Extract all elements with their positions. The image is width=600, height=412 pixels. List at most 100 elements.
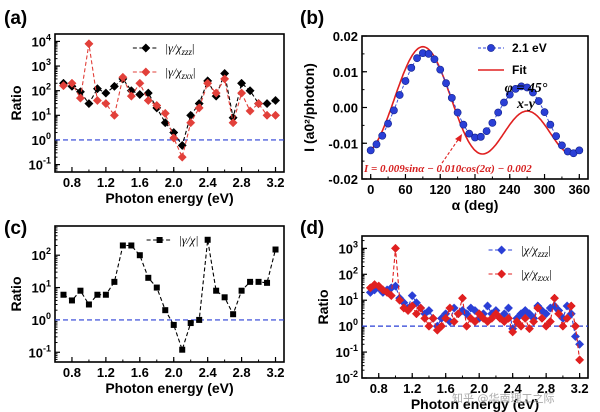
data-point (160, 108, 170, 118)
x-tick-label: 1.6 (131, 365, 149, 380)
data-point (389, 106, 398, 115)
fit-equation: I = 0.009sinα − 0.010cos(2α) − 0.002 (363, 163, 532, 175)
data-point (187, 320, 194, 327)
data-point (533, 303, 543, 313)
data-point (401, 77, 410, 85)
x-tick-label: 1.6 (437, 381, 455, 396)
data-point (436, 65, 445, 74)
x-tick-label: 60 (398, 182, 412, 197)
data-point (508, 327, 518, 337)
data-point (152, 100, 162, 111)
data-point (413, 54, 421, 63)
x-tick-label: 2.0 (470, 381, 488, 396)
y-tick-label: 10-1 (29, 343, 51, 360)
x-tick-label: 2.4 (504, 381, 523, 396)
data-point (384, 119, 392, 128)
data-point (447, 93, 456, 102)
data-point (77, 287, 84, 294)
data-point (575, 146, 584, 155)
phi-annotation: φ = 45° (505, 81, 548, 96)
x-tick-label: 2.8 (537, 381, 555, 396)
data-point (407, 63, 416, 72)
y-tick-label: 102 (339, 265, 358, 282)
data-point (372, 140, 381, 149)
data-point (203, 78, 213, 88)
x-tick-label: 120 (429, 182, 451, 197)
y-tick-label: 10-1 (336, 343, 358, 360)
legend-label: 2.1 eV (512, 41, 547, 55)
data-point (211, 88, 221, 98)
data-point (101, 88, 111, 98)
x-tick-label: 2.0 (165, 365, 183, 380)
data-point (264, 279, 271, 286)
data-point (143, 95, 153, 106)
data-point (386, 291, 396, 301)
y-tick-label: 10-2 (336, 369, 358, 386)
data-point (546, 120, 555, 129)
annotation-arrow (441, 136, 461, 164)
data-point (537, 313, 547, 323)
y-tick-label: 102 (32, 246, 51, 263)
data-point (109, 81, 119, 91)
data-point (94, 291, 101, 298)
y-tick-label: 102 (32, 82, 51, 99)
y-axis-title: Ratio (8, 277, 24, 312)
data-point (570, 321, 580, 331)
data-point (272, 246, 279, 253)
data-point (68, 297, 75, 304)
y-tick-label: 104 (32, 32, 51, 49)
data-point (416, 303, 426, 313)
x-tick-label: 1.2 (97, 365, 115, 380)
fit-curve (370, 45, 580, 155)
y-tick-label: 101 (32, 106, 51, 123)
data-point (570, 331, 580, 342)
data-point (247, 278, 254, 285)
data-point (245, 106, 255, 116)
panel-b: (b) -0.02 -0.01 0.00 0.01 0.02 0 60 120 180 240 300… (300, 8, 590, 213)
data-point (186, 118, 196, 128)
data-point (84, 99, 94, 109)
legend-label: |γ/χ| (179, 233, 199, 247)
plot-frame (54, 33, 285, 173)
x-tick-label: 3.2 (571, 381, 589, 396)
data-point (196, 316, 203, 323)
data-point (84, 39, 94, 49)
x-tick-label: 2.8 (233, 175, 251, 190)
data-point (177, 140, 187, 150)
data-point (220, 74, 230, 84)
data-point (575, 355, 585, 365)
data-point (575, 339, 585, 349)
data-point (424, 49, 433, 58)
x-axis-title: Photon energy (eV) (105, 190, 233, 206)
y-tick-label: 103 (32, 57, 51, 74)
data-point (524, 324, 534, 334)
data-point (545, 317, 555, 327)
x-tick-label: 0.8 (63, 175, 81, 190)
data-point (462, 321, 472, 331)
data-point (424, 321, 434, 331)
data-point (92, 84, 102, 94)
polarization-annotation: x-y (516, 97, 536, 112)
data-point (424, 305, 434, 316)
x-tick-label: 360 (568, 182, 590, 197)
data-point (237, 78, 247, 88)
data-point (270, 95, 281, 106)
legend-marker (497, 269, 507, 279)
data-point (101, 99, 111, 109)
data-point (228, 118, 238, 128)
data-point (262, 110, 272, 120)
x-tick-label: 300 (534, 182, 556, 197)
y-axis-title: Ratio (8, 86, 24, 121)
x-tick-label: 2.4 (199, 175, 218, 190)
data-point (162, 307, 169, 314)
data-point (262, 99, 272, 109)
data-point (118, 72, 128, 82)
arrow-head (455, 134, 462, 142)
data-point (449, 317, 459, 327)
data-point (488, 118, 497, 127)
data-point (503, 303, 514, 313)
panel-a: (a) 10-1 100 101 102 103 104 0.8 1.2 1.6 2.0 2.4 2.8… (4, 8, 285, 206)
legend-label: |γ/χzxx| (165, 65, 196, 81)
y-tick-label: -0.02 (328, 172, 358, 187)
data-point (534, 97, 543, 105)
